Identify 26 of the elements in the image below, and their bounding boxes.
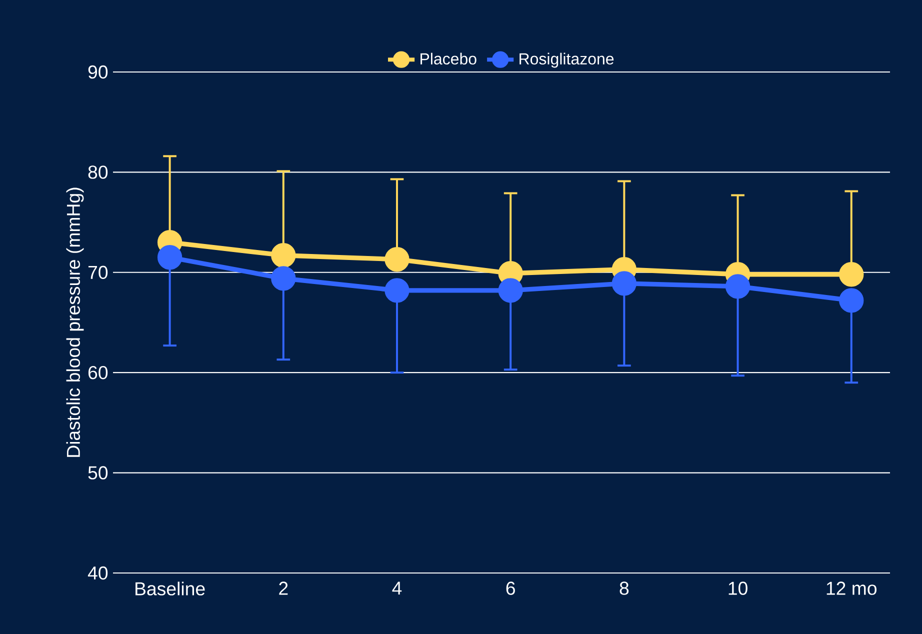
- y-tick-label: 80: [88, 166, 108, 179]
- point: [839, 262, 864, 287]
- point: [725, 274, 750, 299]
- point: [384, 278, 410, 303]
- y-tick-label: 90: [88, 65, 108, 79]
- point: [839, 288, 864, 313]
- x-tick-label: 12 mo: [826, 582, 877, 595]
- point: [271, 266, 296, 291]
- y-axis-title: Diastolic blood pressure (mmHg): [66, 188, 84, 457]
- legend-label: Rosiglitazone: [520, 52, 614, 68]
- x-tick-label: 2: [279, 582, 288, 595]
- x-tick-label: 6: [506, 582, 515, 595]
- point: [271, 243, 296, 268]
- x-tick-label: 4: [392, 582, 402, 595]
- y-tick-label: 50: [88, 466, 108, 480]
- y-tick-label: 70: [88, 266, 108, 279]
- y-tick-label: 60: [88, 366, 108, 380]
- y-tick-label: 40: [88, 566, 108, 580]
- x-tick-label: Baseline: [136, 582, 205, 596]
- x-tick-label: 8: [620, 582, 629, 595]
- point: [498, 278, 523, 303]
- x-tick-label: 10: [728, 582, 748, 595]
- point: [612, 271, 637, 296]
- point: [157, 245, 182, 270]
- point: [384, 247, 410, 272]
- legend-label: Placebo: [420, 52, 476, 65]
